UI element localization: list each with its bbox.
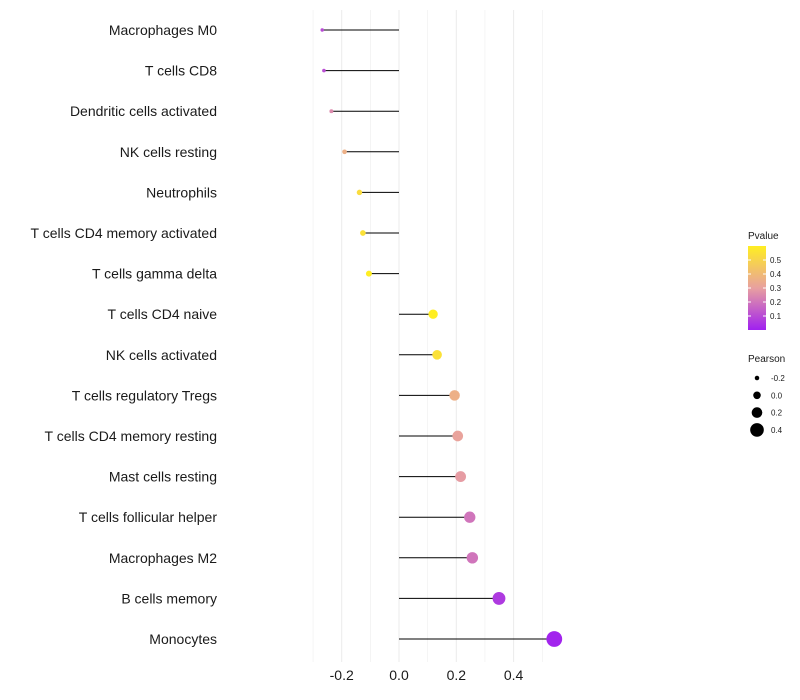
- pearson-legend-label: 0.2: [771, 409, 783, 418]
- pvalue-legend-title: Pvalue: [748, 231, 779, 242]
- lollipop-point: [356, 189, 363, 196]
- category-label: Macrophages M0: [109, 22, 217, 38]
- category-label: Mast cells resting: [109, 469, 217, 485]
- lollipop-point: [432, 350, 442, 360]
- pearson-legend-label: 0.0: [771, 391, 783, 400]
- pearson-legend-label: -0.2: [771, 374, 785, 383]
- lollipop-point: [455, 471, 467, 483]
- lollipop-point: [365, 270, 372, 277]
- pvalue-legend-ticks: 0.1 0.2 0.3 0.4 0.5: [748, 256, 782, 321]
- pvalue-tick-label: 0.2: [770, 298, 782, 307]
- pearson-legend-key: [754, 375, 760, 381]
- grid-layer: [312, 10, 543, 662]
- x-tick-label: 0.2: [447, 667, 467, 683]
- category-label: Dendritic cells activated: [70, 103, 217, 119]
- lollipop-point: [492, 591, 506, 605]
- pearson-legend-title: Pearson: [748, 354, 785, 365]
- pearson-legend-key: [750, 423, 764, 437]
- x-tick-label: 0.4: [504, 667, 524, 683]
- lollipop-point: [329, 109, 334, 114]
- category-label: T cells gamma delta: [92, 266, 217, 282]
- category-label: B cells memory: [121, 590, 217, 606]
- lollipop-point: [360, 230, 366, 236]
- pearson-legend-key: [751, 407, 763, 418]
- x-tick-label: -0.2: [330, 667, 354, 683]
- lollipop-point: [342, 149, 347, 155]
- pearson-legend-key: [753, 391, 761, 400]
- pvalue-tick-label: 0.4: [770, 270, 782, 279]
- point-layer: [320, 28, 563, 647]
- pvalue-tick-label: 0.1: [770, 312, 782, 321]
- lollipop-point: [449, 390, 460, 401]
- pearson-legend: Pearson -0.2 0.0 0.2 0.4: [748, 354, 785, 437]
- pvalue-legend: Pvalue 0.1 0.2 0.3 0.4 0.5: [748, 231, 782, 330]
- x-axis-ticks: -0.2 0.0 0.2 0.4: [330, 667, 524, 683]
- category-label: Monocytes: [149, 631, 217, 647]
- category-label: T cells CD4 memory activated: [31, 225, 217, 241]
- category-label: T cells CD8: [145, 63, 217, 79]
- category-label: T cells CD4 memory resting: [45, 428, 217, 444]
- x-tick-label: 0.0: [389, 667, 409, 683]
- pvalue-tick-label: 0.3: [770, 284, 782, 293]
- category-label: NK cells resting: [120, 144, 217, 160]
- lollipop-point: [466, 552, 479, 564]
- lollipop-point: [464, 511, 476, 523]
- category-label: NK cells activated: [106, 347, 217, 363]
- pvalue-colorbar: [748, 246, 766, 330]
- segment-layer: [322, 29, 555, 640]
- lollipop-point: [428, 309, 438, 319]
- lollipop-point: [320, 28, 324, 32]
- pearson-legend-label: 0.4: [771, 426, 783, 435]
- category-label: T cells follicular helper: [79, 509, 218, 525]
- lollipop-point: [322, 68, 326, 73]
- category-label: T cells regulatory Tregs: [72, 387, 217, 403]
- pearson-legend-items: -0.2 0.0 0.2 0.4: [750, 374, 785, 437]
- category-label: Neutrophils: [146, 184, 217, 200]
- category-label: Macrophages M2: [109, 550, 217, 566]
- pvalue-tick-label: 0.5: [770, 256, 782, 265]
- lollipop-point: [452, 430, 464, 442]
- category-labels: Macrophages M0 T cells CD8 Dendritic cells…: [31, 22, 218, 647]
- lollipop-point: [546, 631, 563, 647]
- category-label: T cells CD4 naive: [108, 306, 218, 322]
